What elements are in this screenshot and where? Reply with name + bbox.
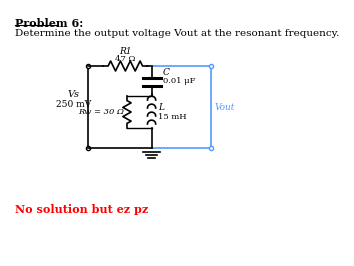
Text: Vs: Vs — [68, 90, 80, 99]
Text: R1: R1 — [119, 47, 132, 56]
Text: Determine the output voltage Vout at the resonant frequency.: Determine the output voltage Vout at the… — [15, 29, 339, 38]
Text: Problem 6:: Problem 6: — [15, 18, 83, 29]
Text: 0.01 μF: 0.01 μF — [163, 77, 195, 85]
Text: 47 Ω: 47 Ω — [115, 55, 136, 63]
Text: L: L — [158, 103, 164, 113]
Text: C: C — [163, 68, 170, 77]
Text: Vout: Vout — [215, 102, 235, 111]
Text: 15 mH: 15 mH — [158, 113, 187, 121]
Text: Rw = 30 Ω: Rw = 30 Ω — [79, 108, 125, 116]
Text: 250 mV: 250 mV — [56, 100, 91, 109]
Text: No solution but ez pz: No solution but ez pz — [15, 204, 148, 215]
